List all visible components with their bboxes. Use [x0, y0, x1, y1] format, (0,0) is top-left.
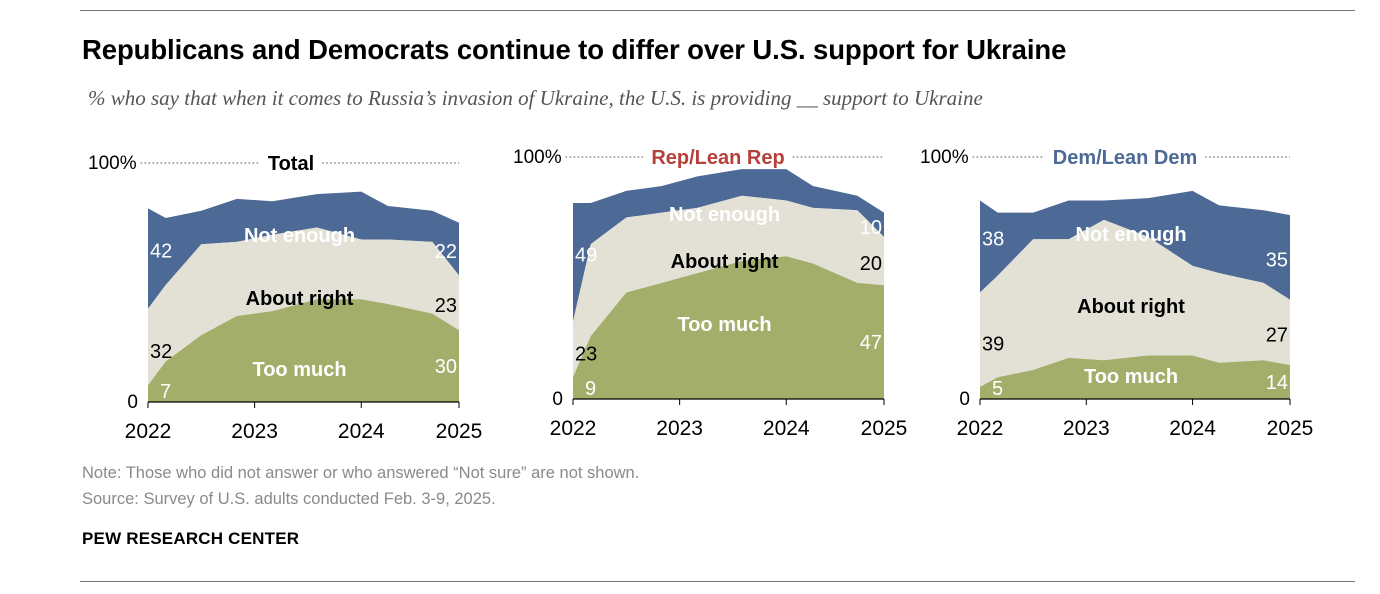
data-label-about-right-end-total: 23 [435, 295, 457, 317]
area-label-not-enough-dem: Not enough [1075, 224, 1186, 246]
data-label-too-much-start-rep: 9 [585, 378, 596, 400]
area-not-enough-rep [573, 169, 884, 322]
x-tick-label-dem-2025: 2025 [1267, 417, 1314, 440]
x-tick-label-rep-2023: 2023 [656, 417, 703, 440]
chart-source: Source: Survey of U.S. adults conducted … [82, 490, 496, 508]
data-label-not-enough-end-total: 22 [435, 241, 457, 263]
y-tick-0-rep: 0 [552, 389, 563, 410]
x-tick-label-rep-2025: 2025 [861, 417, 908, 440]
data-label-about-right-start-dem: 39 [982, 334, 1004, 356]
area-label-not-enough-rep: Not enough [669, 204, 780, 226]
x-tick-label-rep-2022: 2022 [550, 417, 597, 440]
x-tick-label-dem-2023: 2023 [1063, 417, 1110, 440]
area-too-much-total [148, 299, 459, 402]
y-tick-100-total: 100% [88, 153, 137, 174]
y-tick-0-total: 0 [127, 392, 138, 413]
data-label-not-enough-end-dem: 35 [1266, 249, 1288, 271]
area-not-enough-total [148, 191, 459, 309]
bottom-rule [80, 581, 1355, 582]
brand-logo-text: PEW RESEARCH CENTER [82, 529, 300, 548]
data-label-too-much-end-rep: 47 [860, 332, 882, 354]
area-too-much-dem [980, 355, 1290, 399]
top-rule [80, 10, 1355, 11]
x-tick-label-total-2023: 2023 [231, 420, 278, 443]
y-tick-0-dem: 0 [959, 389, 970, 410]
data-label-too-much-end-total: 30 [435, 356, 457, 378]
x-tick-label-total-2025: 2025 [436, 420, 483, 443]
area-about-right-rep [573, 195, 884, 378]
data-label-not-enough-start-dem: 38 [982, 229, 1004, 251]
y-tick-100-dem: 100% [920, 147, 969, 168]
x-tick-label-rep-2024: 2024 [763, 417, 810, 440]
area-about-right-dem [980, 219, 1290, 387]
area-label-too-much-dem: Too much [1084, 366, 1178, 388]
chart-note: Note: Those who did not answer or who an… [82, 464, 640, 482]
x-tick-label-dem-2022: 2022 [957, 417, 1004, 440]
data-label-about-right-start-total: 32 [150, 341, 172, 363]
area-label-about-right-dem: About right [1077, 296, 1185, 318]
y-tick-100-rep: 100% [513, 147, 562, 168]
area-too-much-rep [573, 256, 884, 399]
x-tick-label-dem-2024: 2024 [1169, 417, 1216, 440]
panel-label-rep: Rep/Lean Rep [651, 147, 784, 169]
data-label-not-enough-start-rep: 49 [575, 244, 597, 266]
data-label-too-much-start-dem: 5 [992, 378, 1003, 400]
data-label-too-much-end-dem: 14 [1266, 372, 1288, 394]
x-tick-label-total-2024: 2024 [338, 420, 385, 443]
data-label-not-enough-end-rep: 10 [860, 217, 882, 239]
data-label-about-right-start-rep: 23 [575, 343, 597, 365]
area-label-too-much-total: Too much [252, 359, 346, 381]
area-label-not-enough-total: Not enough [244, 225, 355, 247]
data-label-about-right-end-dem: 27 [1266, 324, 1288, 346]
data-label-too-much-start-total: 7 [160, 381, 171, 403]
data-label-not-enough-start-total: 42 [150, 241, 172, 263]
area-label-too-much-rep: Too much [677, 314, 771, 336]
panel-label-dem: Dem/Lean Dem [1053, 147, 1198, 169]
area-not-enough-dem [980, 190, 1290, 300]
area-about-right-total [148, 227, 459, 386]
area-label-about-right-rep: About right [671, 251, 779, 273]
area-label-about-right-total: About right [246, 288, 354, 310]
data-label-about-right-end-rep: 20 [860, 253, 882, 275]
chart-subtitle: % who say that when it comes to Russia’s… [88, 86, 983, 110]
x-tick-label-total-2022: 2022 [125, 420, 172, 443]
chart-title: Republicans and Democrats continue to di… [82, 34, 1067, 65]
panel-label-total: Total [268, 153, 314, 175]
